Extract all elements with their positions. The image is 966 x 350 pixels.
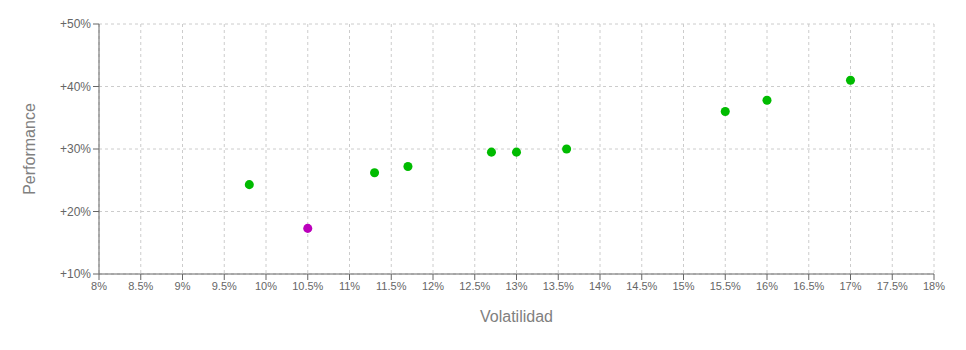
svg-text:+30%: +30%: [60, 142, 91, 156]
svg-text:+50%: +50%: [60, 17, 91, 31]
svg-text:13%: 13%: [505, 280, 527, 292]
svg-text:Volatilidad: Volatilidad: [480, 308, 553, 325]
svg-text:11.5%: 11.5%: [376, 280, 407, 292]
svg-text:10%: 10%: [255, 280, 277, 292]
svg-text:10.5%: 10.5%: [292, 280, 323, 292]
svg-text:+20%: +20%: [60, 205, 91, 219]
svg-text:+10%: +10%: [60, 267, 91, 281]
svg-text:13.5%: 13.5%: [543, 280, 574, 292]
svg-text:+40%: +40%: [60, 80, 91, 94]
svg-text:9%: 9%: [175, 280, 191, 292]
svg-text:14%: 14%: [589, 280, 611, 292]
svg-text:14.5%: 14.5%: [626, 280, 657, 292]
svg-text:17.5%: 17.5%: [877, 280, 908, 292]
svg-text:Performance: Performance: [21, 103, 38, 195]
svg-text:16.5%: 16.5%: [793, 280, 824, 292]
svg-text:12%: 12%: [422, 280, 444, 292]
svg-text:18%: 18%: [923, 280, 945, 292]
svg-text:15.5%: 15.5%: [710, 280, 741, 292]
svg-text:8%: 8%: [91, 280, 107, 292]
svg-text:8.5%: 8.5%: [128, 280, 153, 292]
svg-text:16%: 16%: [756, 280, 778, 292]
svg-text:11%: 11%: [339, 280, 360, 292]
svg-text:9.5%: 9.5%: [212, 280, 237, 292]
svg-text:17%: 17%: [839, 280, 861, 292]
svg-text:15%: 15%: [672, 280, 694, 292]
svg-text:12.5%: 12.5%: [459, 280, 490, 292]
